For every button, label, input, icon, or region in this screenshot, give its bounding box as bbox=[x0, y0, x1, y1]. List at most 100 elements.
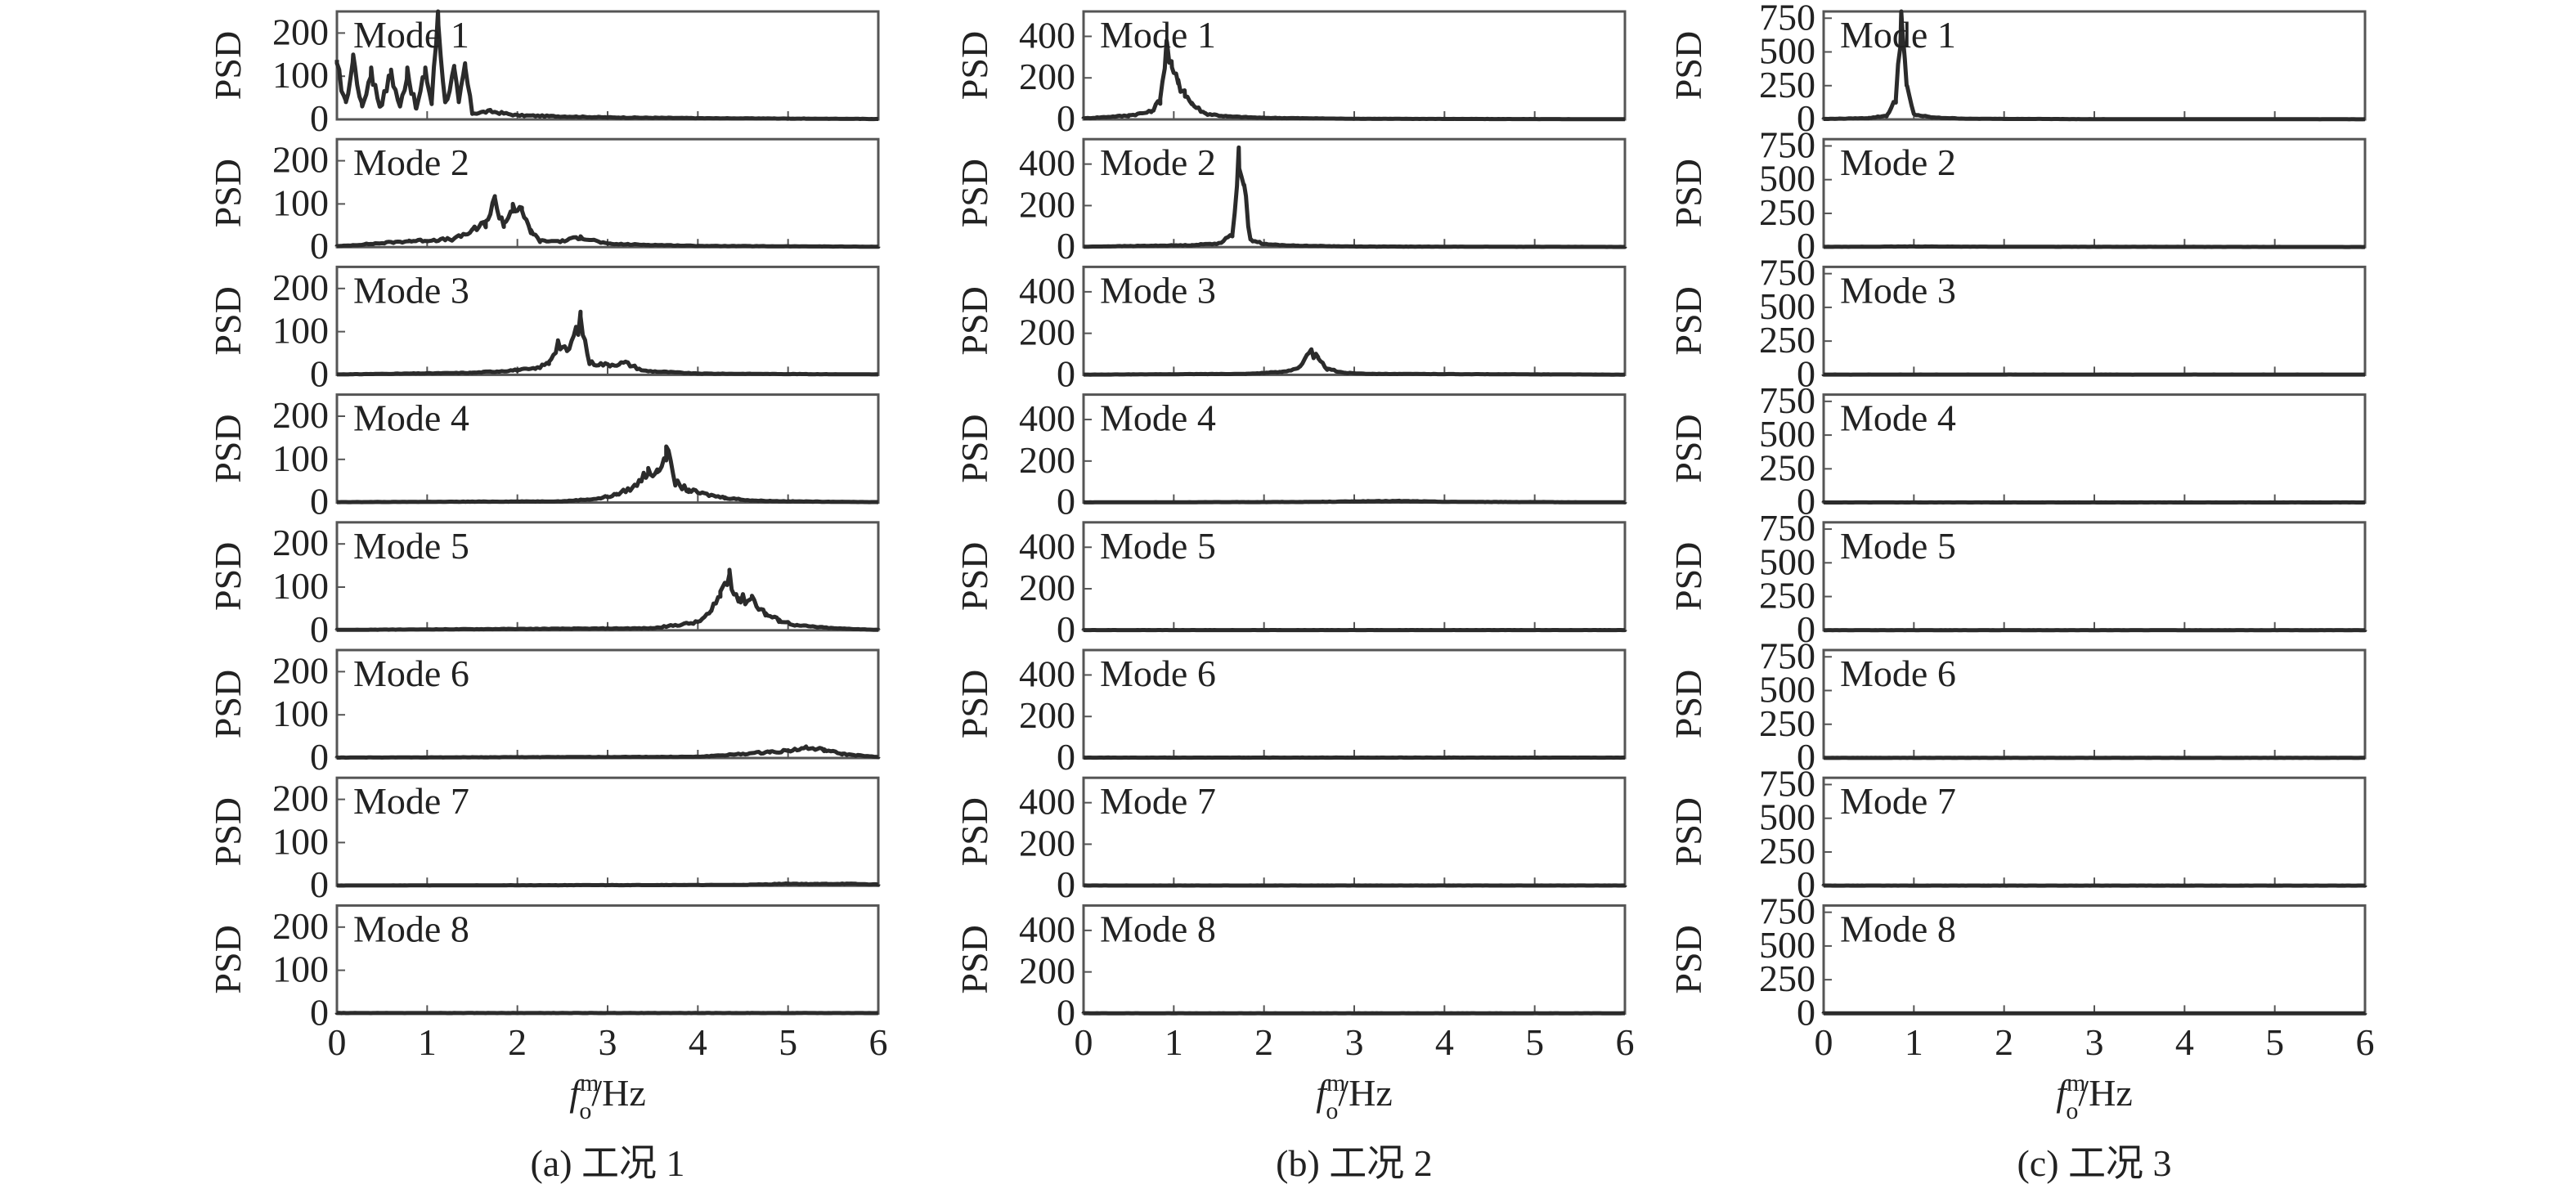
y-tick-label: 200 bbox=[1019, 56, 1075, 97]
y-axis-label: PSD bbox=[954, 925, 995, 993]
y-axis-label: PSD bbox=[1667, 925, 1709, 993]
y-axis-label: PSD bbox=[1667, 797, 1709, 866]
mode-label: Mode 7 bbox=[1840, 780, 1956, 822]
y-tick-label: 750 bbox=[1759, 635, 1815, 676]
x-tick-label: 4 bbox=[1435, 1021, 1454, 1063]
mode-label: Mode 2 bbox=[1100, 141, 1216, 183]
mode-label: Mode 6 bbox=[353, 653, 469, 694]
y-tick-label: 500 bbox=[1759, 158, 1815, 200]
mode-label: Mode 6 bbox=[1100, 653, 1216, 694]
mode-label: Mode 7 bbox=[1100, 780, 1216, 822]
y-tick-label: 200 bbox=[272, 905, 329, 947]
y-tick-label: 0 bbox=[310, 352, 329, 394]
y-axis-label: PSD bbox=[207, 159, 249, 227]
y-tick-label: 100 bbox=[272, 693, 329, 734]
y-tick-label: 0 bbox=[310, 863, 329, 905]
y-tick-label: 750 bbox=[1759, 762, 1815, 804]
y-tick-label: 100 bbox=[272, 182, 329, 223]
psd-series-line bbox=[334, 567, 881, 632]
y-tick-label: 0 bbox=[310, 608, 329, 650]
y-tick-label: 750 bbox=[1759, 123, 1815, 165]
x-tick-label: 1 bbox=[1165, 1021, 1183, 1063]
mode-label: Mode 7 bbox=[353, 780, 469, 822]
y-axis-label: PSD bbox=[1667, 414, 1709, 482]
psd-series-line bbox=[1084, 145, 1627, 249]
y-tick-label: 750 bbox=[1759, 0, 1815, 38]
y-tick-label: 0 bbox=[310, 991, 329, 1033]
x-axis-label: fm o/Hz bbox=[569, 1070, 646, 1124]
panel-caption: (b) 工况 2 bbox=[1276, 1142, 1433, 1184]
y-tick-label: 250 bbox=[1759, 702, 1815, 744]
y-tick-label: 750 bbox=[1759, 890, 1815, 932]
y-tick-label: 500 bbox=[1759, 30, 1815, 72]
psd-series-line bbox=[334, 194, 881, 249]
y-tick-label: 500 bbox=[1759, 924, 1815, 966]
y-tick-label: 200 bbox=[272, 778, 329, 819]
x-tick-label: 2 bbox=[1995, 1021, 2013, 1063]
psd-series-line bbox=[334, 744, 881, 760]
mode-label: Mode 4 bbox=[1840, 397, 1956, 439]
psd-series-line bbox=[1821, 9, 2366, 122]
x-tick-label: 6 bbox=[869, 1021, 888, 1063]
psd-series-line bbox=[1083, 498, 1627, 505]
y-tick-label: 200 bbox=[272, 11, 329, 52]
x-tick-label: 5 bbox=[2265, 1021, 2284, 1063]
x-axis-label: fm o/Hz bbox=[1316, 1070, 1393, 1124]
y-tick-label: 0 bbox=[1797, 608, 1815, 650]
y-tick-label: 250 bbox=[1759, 830, 1815, 872]
y-tick-label: 0 bbox=[310, 225, 329, 267]
y-axis-label: PSD bbox=[207, 925, 249, 993]
y-tick-label: 200 bbox=[1019, 950, 1075, 992]
y-axis-label: PSD bbox=[207, 286, 249, 355]
y-tick-label: 200 bbox=[1019, 183, 1075, 225]
y-axis-label: PSD bbox=[1667, 159, 1709, 227]
y-axis-label: PSD bbox=[1667, 286, 1709, 355]
y-tick-label: 200 bbox=[1019, 312, 1075, 353]
y-tick-label: 400 bbox=[1019, 397, 1075, 439]
y-tick-label: 200 bbox=[272, 139, 329, 181]
y-axis-label: PSD bbox=[207, 542, 249, 611]
x-tick-label: 2 bbox=[1254, 1021, 1273, 1063]
y-axis-label: PSD bbox=[954, 670, 995, 738]
panel-caption: (c) 工况 3 bbox=[2017, 1142, 2171, 1184]
psd-series-line bbox=[334, 9, 878, 122]
mode-label: Mode 4 bbox=[353, 397, 469, 439]
y-tick-label: 400 bbox=[1019, 14, 1075, 56]
y-tick-label: 100 bbox=[272, 820, 329, 862]
y-tick-label: 200 bbox=[1019, 822, 1075, 863]
y-tick-label: 250 bbox=[1759, 64, 1815, 105]
y-axis-label: PSD bbox=[954, 159, 995, 227]
mode-label: Mode 5 bbox=[1840, 525, 1956, 567]
y-tick-label: 500 bbox=[1759, 413, 1815, 455]
y-tick-label: 100 bbox=[272, 437, 329, 479]
mode-label: Mode 8 bbox=[353, 908, 469, 949]
y-tick-label: 500 bbox=[1759, 540, 1815, 582]
y-tick-label: 500 bbox=[1759, 669, 1815, 711]
y-tick-label: 500 bbox=[1759, 285, 1815, 327]
y-tick-label: 100 bbox=[272, 310, 329, 352]
y-tick-label: 200 bbox=[1019, 694, 1075, 736]
x-tick-label: 0 bbox=[1075, 1021, 1093, 1063]
y-tick-label: 0 bbox=[1057, 608, 1075, 650]
psd-series-line bbox=[1084, 347, 1626, 377]
y-tick-label: 200 bbox=[272, 522, 329, 563]
x-tick-label: 4 bbox=[689, 1021, 707, 1063]
mode-label: Mode 3 bbox=[1840, 269, 1956, 311]
mode-label: Mode 2 bbox=[353, 141, 469, 183]
y-tick-label: 0 bbox=[1057, 736, 1075, 778]
mode-label: Mode 5 bbox=[1100, 525, 1216, 567]
x-tick-label: 3 bbox=[1345, 1021, 1364, 1063]
